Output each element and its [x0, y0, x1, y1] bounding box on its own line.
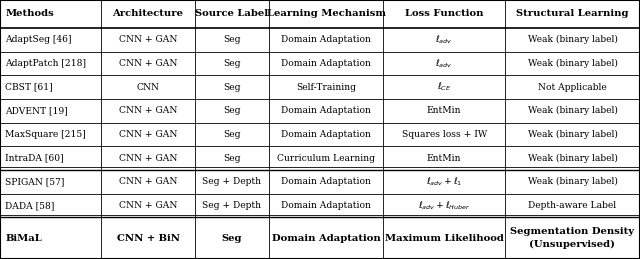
- Text: Squares loss + IW: Squares loss + IW: [401, 130, 487, 139]
- Text: AdaptSeg [46]: AdaptSeg [46]: [5, 35, 72, 44]
- Text: Domain Adaptation: Domain Adaptation: [281, 201, 371, 210]
- Text: Seg + Depth: Seg + Depth: [202, 201, 262, 210]
- Text: BiMaL: BiMaL: [5, 234, 42, 243]
- Text: Self-Training: Self-Training: [296, 83, 356, 91]
- Text: ADVENT [19]: ADVENT [19]: [5, 106, 68, 115]
- Text: Seg: Seg: [223, 83, 241, 91]
- Text: Learning Mechanism: Learning Mechanism: [267, 9, 386, 18]
- Text: IntraDA [60]: IntraDA [60]: [5, 154, 64, 163]
- Text: CNN + GAN: CNN + GAN: [119, 59, 177, 68]
- Text: Curriculum Learning: Curriculum Learning: [277, 154, 375, 163]
- Text: EntMin: EntMin: [427, 154, 461, 163]
- Text: Weak (binary label): Weak (binary label): [527, 154, 618, 163]
- Text: Weak (binary label): Weak (binary label): [527, 35, 618, 44]
- Text: Seg: Seg: [223, 130, 241, 139]
- Text: Methods: Methods: [5, 9, 54, 18]
- Text: Source Label: Source Label: [195, 9, 269, 18]
- Text: Segmentation Density
(Unsupervised): Segmentation Density (Unsupervised): [511, 227, 634, 249]
- Text: Weak (binary label): Weak (binary label): [527, 59, 618, 68]
- Text: Weak (binary label): Weak (binary label): [527, 106, 618, 115]
- Text: Seg: Seg: [221, 234, 242, 243]
- Text: $\ell_{adv}$: $\ell_{adv}$: [435, 33, 453, 46]
- Text: MaxSquare [215]: MaxSquare [215]: [5, 130, 86, 139]
- Text: Domain Adaptation: Domain Adaptation: [281, 130, 371, 139]
- Text: CNN + GAN: CNN + GAN: [119, 130, 177, 139]
- Text: Maximum Likelihood: Maximum Likelihood: [385, 234, 504, 243]
- Text: CBST [61]: CBST [61]: [5, 83, 52, 91]
- Text: SPIGAN [57]: SPIGAN [57]: [5, 177, 65, 186]
- Text: Domain Adaptation: Domain Adaptation: [272, 234, 381, 243]
- Text: Domain Adaptation: Domain Adaptation: [281, 177, 371, 186]
- Text: CNN + GAN: CNN + GAN: [119, 35, 177, 44]
- Text: Weak (binary label): Weak (binary label): [527, 130, 618, 139]
- Text: Structural Learning: Structural Learning: [516, 9, 628, 18]
- Text: DADA [58]: DADA [58]: [5, 201, 54, 210]
- Text: Domain Adaptation: Domain Adaptation: [281, 59, 371, 68]
- Text: Domain Adaptation: Domain Adaptation: [281, 106, 371, 115]
- Text: $\ell_{adv} + \ell_1$: $\ell_{adv} + \ell_1$: [426, 175, 462, 188]
- Text: AdaptPatch [218]: AdaptPatch [218]: [5, 59, 86, 68]
- Text: Not Applicable: Not Applicable: [538, 83, 607, 91]
- Text: Weak (binary label): Weak (binary label): [527, 177, 618, 186]
- Text: EntMin: EntMin: [427, 106, 461, 115]
- Text: Seg: Seg: [223, 154, 241, 163]
- Text: $\ell_{CE}$: $\ell_{CE}$: [437, 81, 451, 93]
- Text: CNN + GAN: CNN + GAN: [119, 177, 177, 186]
- Text: CNN + GAN: CNN + GAN: [119, 154, 177, 163]
- Text: CNN + GAN: CNN + GAN: [119, 201, 177, 210]
- Text: Architecture: Architecture: [113, 9, 184, 18]
- Text: CNN: CNN: [136, 83, 159, 91]
- Text: Seg: Seg: [223, 35, 241, 44]
- Text: Depth-aware Label: Depth-aware Label: [529, 201, 616, 210]
- Text: $\ell_{adv}$: $\ell_{adv}$: [435, 57, 453, 70]
- Text: Seg: Seg: [223, 59, 241, 68]
- Text: Domain Adaptation: Domain Adaptation: [281, 35, 371, 44]
- Text: $\ell_{adv} + \ell_{Huber}$: $\ell_{adv} + \ell_{Huber}$: [418, 199, 470, 212]
- Text: CNN + BiN: CNN + BiN: [116, 234, 180, 243]
- Text: Seg + Depth: Seg + Depth: [202, 177, 262, 186]
- Text: Loss Function: Loss Function: [405, 9, 483, 18]
- Text: Seg: Seg: [223, 106, 241, 115]
- Text: CNN + GAN: CNN + GAN: [119, 106, 177, 115]
